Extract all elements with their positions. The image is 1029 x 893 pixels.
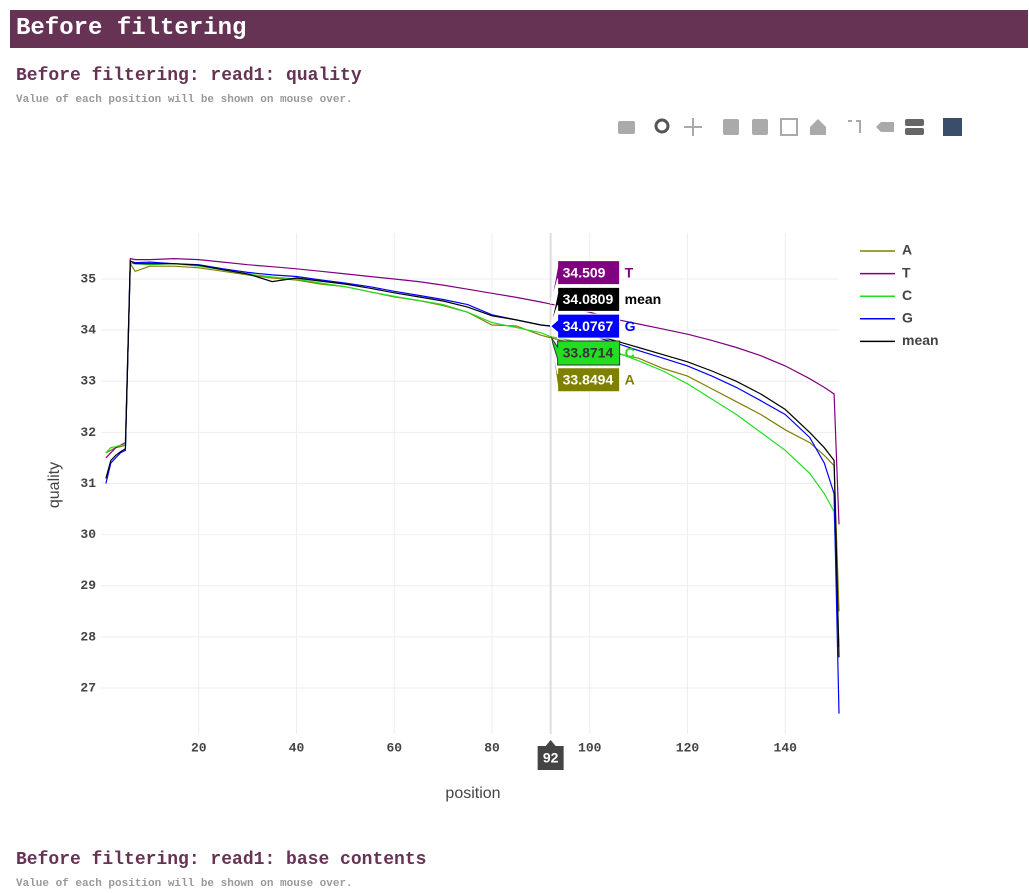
pan-button[interactable] [684, 118, 702, 136]
hover-name: C [625, 345, 635, 361]
series-line [105, 257, 840, 525]
hover-label: 33.8714 C [550, 336, 635, 366]
plotly-logo[interactable] [943, 118, 962, 136]
hover-value: 34.509 [563, 264, 606, 280]
y-tick-label: 27 [80, 680, 96, 695]
y-tick-label: 31 [80, 476, 96, 491]
hover-name: A [625, 371, 635, 387]
y-tick-label: 33 [80, 374, 96, 389]
series-line [105, 263, 840, 648]
hover-label: 34.509 T [550, 260, 634, 305]
hover-name: G [625, 318, 636, 334]
x-tick-label: 80 [484, 740, 500, 755]
section-note: Value of each position will be shown on … [16, 94, 353, 106]
hover-box [550, 336, 621, 366]
autoscale-button[interactable] [780, 118, 798, 136]
hover-closest-button[interactable] [876, 122, 894, 132]
zoom-out-button[interactable] [752, 119, 768, 135]
x-tick-label: 40 [289, 740, 305, 755]
section-title: Before filtering: read1: quality [16, 66, 362, 86]
hover-x-label: 92 [537, 740, 564, 770]
hover-name: T [625, 264, 634, 280]
hover-value: 33.8494 [563, 371, 614, 387]
hover-value: 34.0767 [563, 318, 614, 334]
legend-label: A [902, 242, 912, 258]
legend-label: T [902, 264, 911, 280]
series-line [105, 260, 840, 658]
hover-label: 34.0809 mean [550, 286, 662, 327]
x-tick-label: 60 [386, 740, 402, 755]
y-axis-title: quality [46, 462, 63, 508]
header-title: Before filtering [10, 10, 1028, 48]
spike-button[interactable] [848, 120, 861, 133]
reset-button[interactable] [810, 119, 826, 135]
hover-x-value: 92 [543, 750, 559, 766]
y-tick-label: 34 [80, 323, 96, 338]
legend-label: mean [902, 332, 939, 348]
section-note: Value of each position will be shown on … [16, 878, 353, 890]
hover-compare-button[interactable] [905, 119, 924, 126]
x-tick-label: 20 [191, 740, 207, 755]
section-title: Before filtering: read1: base contents [16, 850, 427, 870]
hover-box [550, 337, 621, 393]
series-line [105, 261, 840, 612]
hover-x-box [537, 740, 564, 770]
hover-name: mean [625, 291, 662, 307]
hover-label: 33.8494 A [550, 337, 635, 393]
y-tick-label: 30 [80, 527, 96, 542]
hover-box [549, 313, 621, 339]
legend-label: C [902, 287, 912, 303]
y-tick-label: 28 [80, 629, 96, 644]
hover-value: 34.0809 [563, 291, 614, 307]
hover-value: 33.8714 [563, 345, 614, 361]
camera-button[interactable] [618, 121, 635, 134]
y-tick-label: 35 [80, 271, 96, 286]
series-line [105, 260, 840, 714]
x-tick-label: 100 [578, 740, 602, 755]
x-tick-label: 120 [676, 740, 700, 755]
zoom-button[interactable] [654, 118, 670, 134]
y-tick-label: 29 [80, 578, 96, 593]
x-tick-label: 140 [774, 740, 798, 755]
hover-label: 34.0767 G [549, 313, 636, 339]
legend-label: G [902, 310, 913, 326]
zoom-in-button[interactable] [723, 119, 739, 135]
x-axis-title: position [445, 785, 500, 802]
hover-box [550, 260, 621, 305]
hover-box [550, 286, 621, 327]
hover-compare-button[interactable] [905, 128, 924, 135]
toolbar [618, 118, 962, 136]
y-tick-label: 32 [80, 425, 96, 440]
